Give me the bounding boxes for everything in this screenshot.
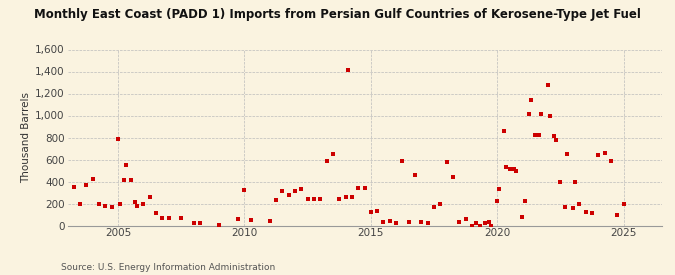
Point (68, 185, 79, 189)
Point (94, 201, 105, 206)
Point (544, 114, 555, 118)
Point (302, 197, 313, 201)
Point (130, 200, 140, 205)
Point (517, 215, 528, 219)
Point (466, 223, 477, 228)
Point (441, 160, 452, 164)
Point (551, 138, 562, 142)
Point (321, 158, 332, 163)
Point (410, 173, 421, 177)
Point (511, 169, 522, 173)
Point (195, 221, 206, 226)
Point (599, 151, 610, 155)
Point (113, 136, 124, 141)
Point (605, 158, 616, 163)
Point (509, 167, 520, 172)
Point (334, 197, 345, 201)
Point (523, 112, 534, 116)
Point (290, 189, 300, 193)
Point (574, 201, 585, 206)
Point (549, 134, 560, 139)
Point (75, 201, 86, 206)
Point (239, 188, 250, 192)
Point (471, 221, 482, 226)
Point (378, 220, 389, 224)
Point (342, 68, 353, 72)
Point (525, 97, 536, 102)
Point (530, 133, 541, 137)
Point (214, 223, 225, 227)
Point (119, 178, 130, 183)
Point (87, 177, 98, 182)
Point (519, 199, 530, 204)
Point (284, 192, 294, 197)
Point (346, 195, 357, 200)
Point (121, 163, 132, 167)
Text: Source: U.S. Energy Information Administration: Source: U.S. Energy Information Administ… (61, 263, 275, 272)
Point (188, 221, 199, 226)
Point (327, 152, 338, 156)
Point (593, 153, 603, 157)
Point (562, 152, 572, 156)
Point (163, 216, 174, 221)
Point (132, 204, 142, 208)
Point (151, 211, 161, 216)
Point (429, 205, 439, 209)
Point (315, 197, 325, 201)
Point (107, 205, 117, 210)
Point (580, 210, 591, 214)
Point (570, 179, 580, 184)
Point (115, 201, 126, 206)
Point (423, 221, 433, 226)
Point (353, 186, 364, 190)
Point (479, 221, 490, 226)
Point (81, 183, 92, 187)
Point (494, 187, 505, 191)
Point (500, 164, 511, 169)
Point (560, 205, 570, 209)
Point (296, 187, 306, 191)
Point (504, 167, 515, 172)
Point (587, 211, 597, 216)
Text: Monthly East Coast (PADD 1) Imports from Persian Gulf Countries of Kerosene-Type: Monthly East Coast (PADD 1) Imports from… (34, 8, 641, 21)
Point (176, 216, 187, 220)
Point (359, 186, 370, 190)
Point (555, 179, 566, 184)
Point (492, 199, 503, 204)
Point (397, 158, 408, 163)
Point (435, 201, 446, 206)
Point (245, 218, 256, 222)
Y-axis label: Thousand Barrels: Thousand Barrels (21, 92, 31, 183)
Point (372, 209, 383, 213)
Point (568, 206, 578, 210)
Point (126, 178, 136, 183)
Point (542, 82, 553, 87)
Point (498, 129, 509, 133)
Point (138, 201, 148, 206)
Point (612, 212, 622, 217)
Point (277, 189, 288, 193)
Point (448, 175, 458, 179)
Point (534, 133, 545, 138)
Point (536, 112, 547, 117)
Point (157, 216, 167, 220)
Point (485, 223, 496, 228)
Point (365, 210, 376, 214)
Point (384, 219, 395, 223)
Point (454, 220, 464, 224)
Point (416, 220, 427, 224)
Point (475, 223, 486, 228)
Point (265, 219, 275, 223)
Point (391, 221, 402, 226)
Point (144, 195, 155, 199)
Point (618, 201, 629, 206)
Point (100, 204, 111, 208)
Point (340, 195, 351, 199)
Point (460, 217, 471, 221)
Point (404, 220, 414, 224)
Point (271, 198, 281, 202)
Point (308, 197, 319, 201)
Point (483, 220, 494, 224)
Point (233, 217, 244, 221)
